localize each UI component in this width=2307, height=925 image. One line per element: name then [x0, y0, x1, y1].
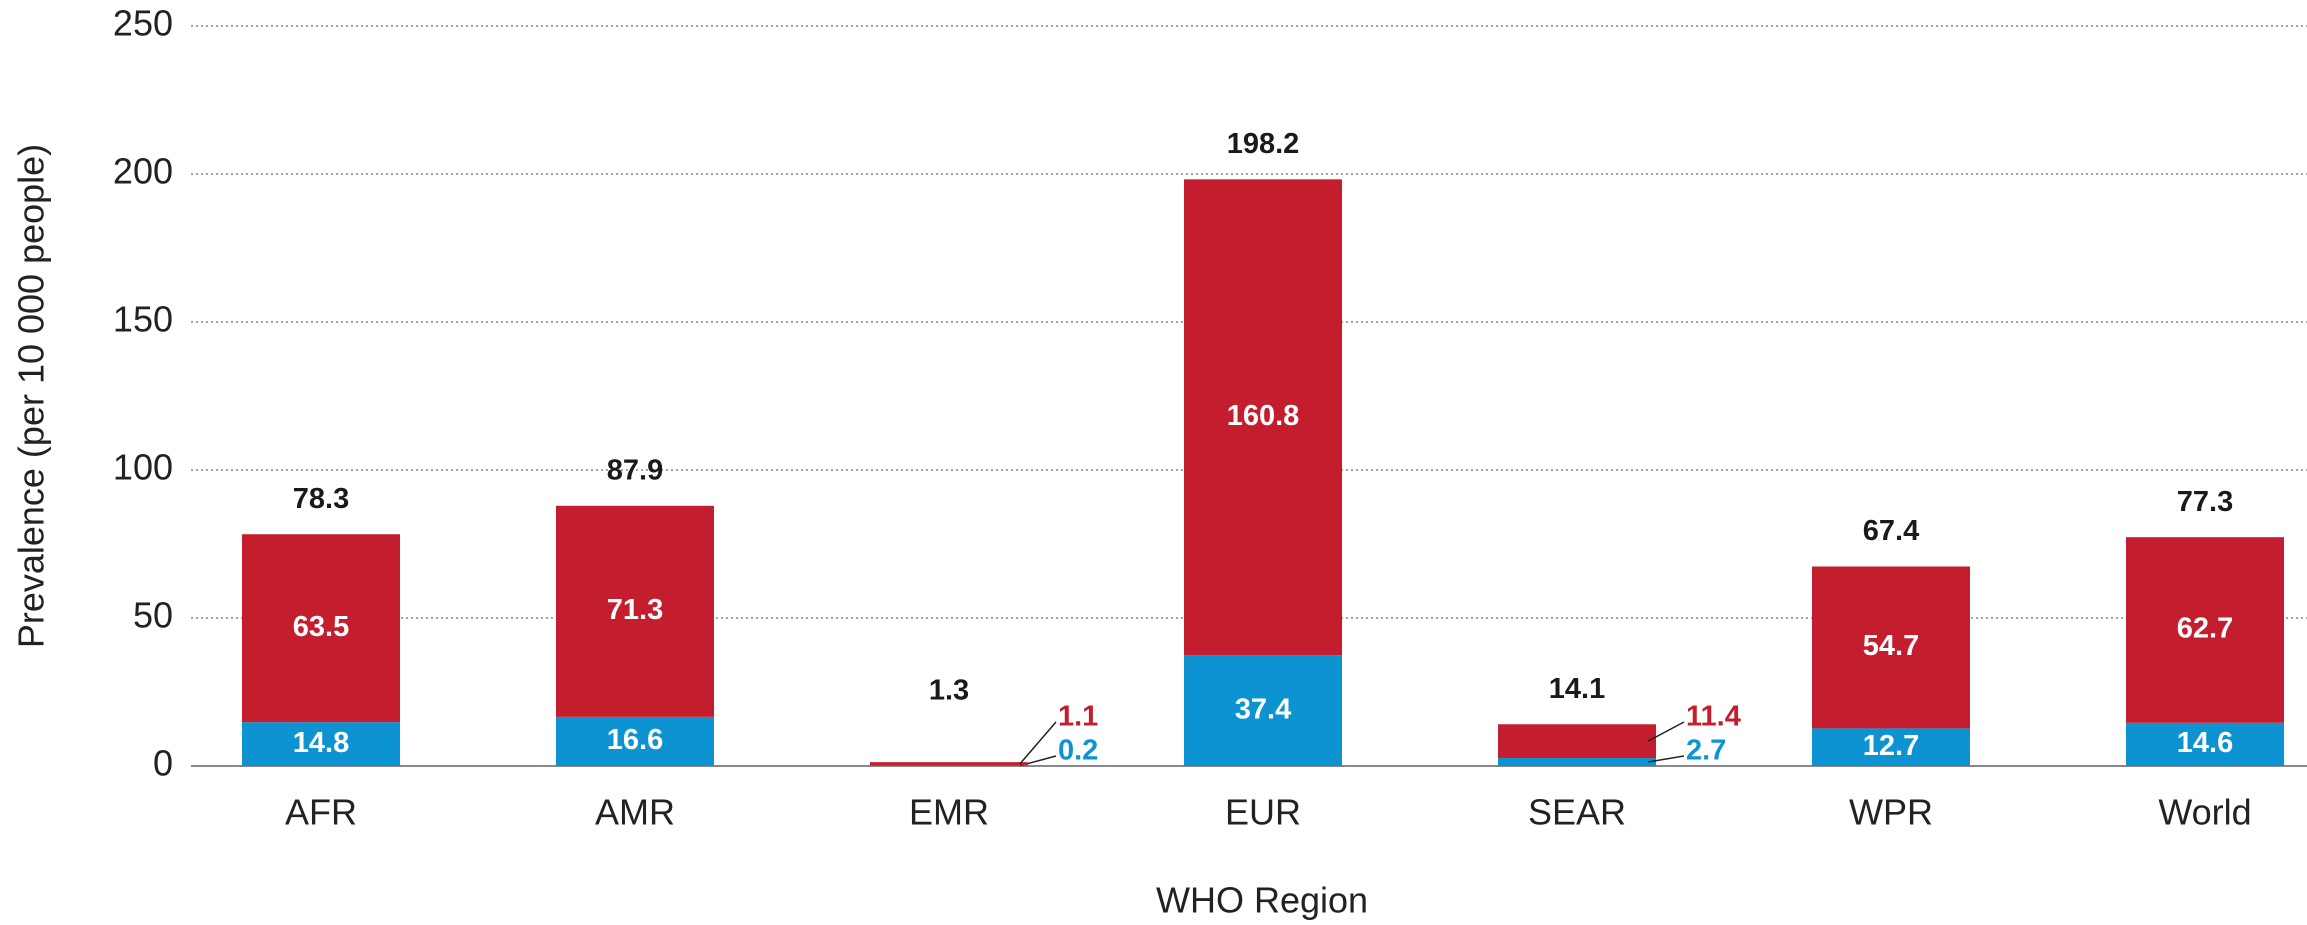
x-tick-label: EMR — [909, 792, 989, 833]
value-label: 160.8 — [1227, 400, 1300, 432]
value-label: 0.2 — [1058, 735, 1098, 767]
total-label: 67.4 — [1863, 515, 1919, 547]
bar-segment — [2126, 722, 2284, 766]
y-tick-label: 100 — [113, 447, 173, 488]
y-axis-label: Prevalence (per 10 000 people) — [11, 144, 52, 648]
leader-line — [1647, 721, 1685, 742]
bar-segment — [1812, 566, 1970, 729]
bar-segment — [556, 716, 714, 766]
total-label: 78.3 — [293, 483, 349, 515]
total-label: 77.3 — [2177, 486, 2233, 518]
y-tick-label: 250 — [113, 3, 173, 44]
value-label: 37.4 — [1235, 693, 1291, 725]
value-label: 2.7 — [1686, 735, 1726, 767]
value-label: 16.6 — [607, 724, 663, 756]
total-label: 1.3 — [929, 675, 969, 707]
bar-segment — [242, 722, 400, 766]
x-tick-label: World — [2158, 792, 2251, 833]
x-tick-label: AFR — [285, 792, 357, 833]
y-tick-label: 50 — [133, 595, 173, 636]
bar-segment — [556, 505, 714, 717]
bar-segment — [870, 765, 1028, 766]
value-label: 54.7 — [1863, 630, 1919, 662]
x-axis-label: WHO Region — [1156, 880, 1368, 921]
value-label: 11.4 — [1686, 701, 1741, 733]
bar-segment — [1812, 728, 1970, 766]
bar-segment — [1498, 758, 1656, 766]
bar-segment — [242, 534, 400, 723]
bar-segment — [870, 762, 1028, 766]
value-label: 1.1 — [1058, 701, 1098, 733]
leader-line — [1647, 755, 1685, 763]
bar-segment — [1498, 724, 1656, 759]
x-tick-label: WPR — [1849, 792, 1933, 833]
bar-segment — [1184, 655, 1342, 766]
total-label: 87.9 — [607, 454, 663, 486]
y-tick-label: 200 — [113, 151, 173, 192]
value-label: 14.6 — [2177, 727, 2233, 759]
bar-segment — [2126, 537, 2284, 723]
value-label: 12.7 — [1863, 730, 1919, 762]
value-label: 71.3 — [607, 594, 663, 626]
y-tick-label: 150 — [113, 299, 173, 340]
x-tick-label: SEAR — [1528, 792, 1626, 833]
total-label: 198.2 — [1227, 128, 1300, 160]
value-label: 14.8 — [293, 727, 349, 759]
x-tick-label: AMR — [595, 792, 675, 833]
bar-segment — [1184, 179, 1342, 656]
value-label: 63.5 — [293, 611, 349, 643]
x-tick-label: EUR — [1225, 792, 1301, 833]
value-label: 62.7 — [2177, 613, 2233, 645]
leader-line — [1019, 721, 1057, 765]
y-tick-label: 0 — [153, 743, 173, 784]
total-label: 14.1 — [1549, 673, 1605, 705]
